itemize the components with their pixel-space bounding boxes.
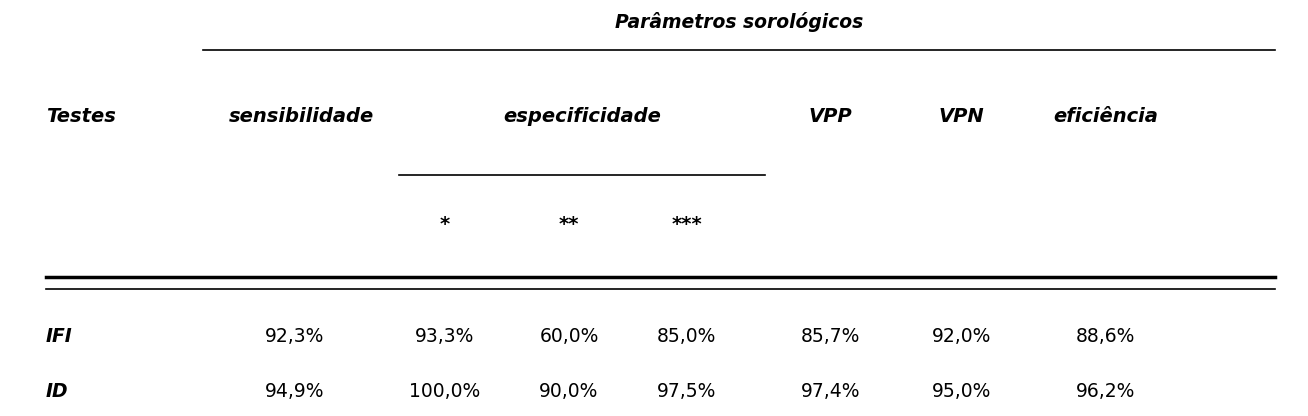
Text: 85,7%: 85,7% — [800, 327, 861, 347]
Text: 88,6%: 88,6% — [1075, 327, 1135, 347]
Text: **: ** — [559, 215, 579, 234]
Text: especificidade: especificidade — [504, 107, 661, 126]
Text: IFI: IFI — [46, 327, 72, 347]
Text: Parâmetros sorológicos: Parâmetros sorológicos — [615, 12, 863, 32]
Text: 97,5%: 97,5% — [657, 381, 717, 401]
Text: VPN: VPN — [939, 107, 984, 126]
Text: *: * — [439, 215, 450, 234]
Text: 60,0%: 60,0% — [539, 327, 599, 347]
Text: 85,0%: 85,0% — [657, 327, 717, 347]
Text: 94,9%: 94,9% — [264, 381, 324, 401]
Text: 97,4%: 97,4% — [800, 381, 861, 401]
Text: Testes: Testes — [46, 107, 115, 126]
Text: VPP: VPP — [808, 107, 853, 126]
Text: 92,0%: 92,0% — [931, 327, 991, 347]
Text: ***: *** — [671, 215, 702, 234]
Text: ID: ID — [46, 381, 68, 401]
Text: 90,0%: 90,0% — [539, 381, 599, 401]
Text: 95,0%: 95,0% — [931, 381, 991, 401]
Text: eficiência: eficiência — [1053, 107, 1158, 126]
Text: sensibilidade: sensibilidade — [229, 107, 374, 126]
Text: 96,2%: 96,2% — [1075, 381, 1135, 401]
Text: 100,0%: 100,0% — [409, 381, 480, 401]
Text: 93,3%: 93,3% — [415, 327, 475, 347]
Text: 92,3%: 92,3% — [264, 327, 324, 347]
